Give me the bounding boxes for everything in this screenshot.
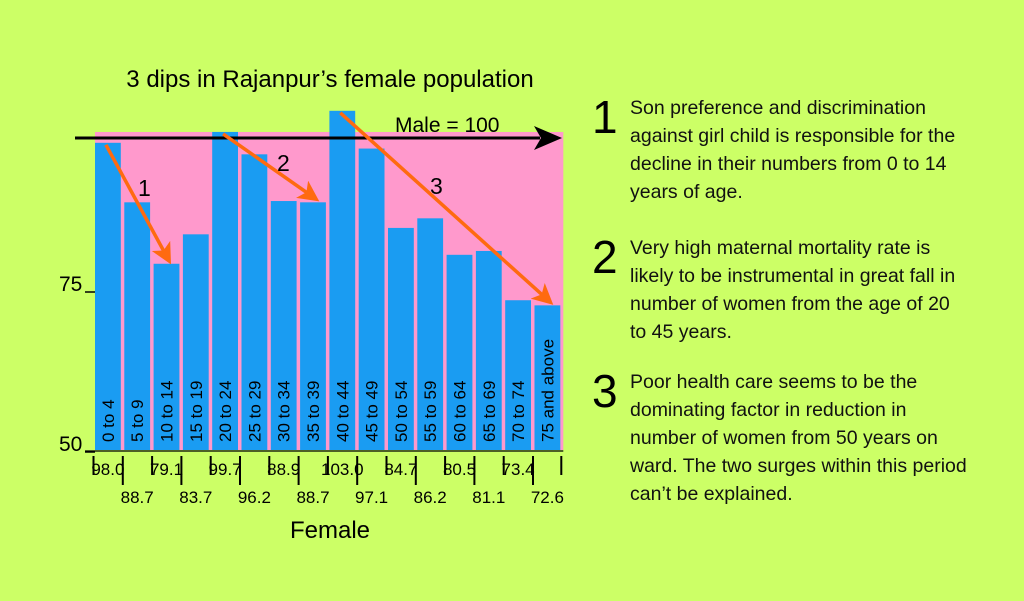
category-label: 60 to 64 bbox=[451, 381, 470, 442]
category-label: 55 to 59 bbox=[421, 381, 440, 442]
dip-arrow-2 bbox=[222, 132, 320, 202]
note-1-number: 1 bbox=[592, 91, 618, 143]
bar-60-to-64 bbox=[446, 254, 473, 450]
category-label: 70 to 74 bbox=[509, 381, 528, 442]
category-label: 75 and above bbox=[538, 339, 557, 442]
value-label: 73.4 bbox=[502, 460, 535, 479]
value-label: 84.7 bbox=[384, 460, 417, 479]
bar-30-to-34 bbox=[270, 201, 297, 450]
value-label: 79.1 bbox=[150, 460, 183, 479]
value-label: 88.7 bbox=[296, 488, 329, 507]
dip-label-3: 3 bbox=[430, 173, 443, 199]
bar-50-to-54 bbox=[388, 227, 414, 450]
bar-45-to-49 bbox=[358, 148, 385, 450]
category-label: 45 to 49 bbox=[363, 381, 382, 442]
note-2-number: 2 bbox=[592, 231, 618, 283]
category-label: 40 to 44 bbox=[333, 381, 352, 442]
bar-55-to-59 bbox=[417, 218, 444, 450]
bar-25-to-29 bbox=[241, 154, 268, 450]
value-label: 96.2 bbox=[238, 488, 271, 507]
dip-label-2: 2 bbox=[277, 150, 290, 176]
value-label: 103.0 bbox=[321, 460, 364, 479]
value-label: 80.5 bbox=[443, 460, 476, 479]
bar-70-to-74 bbox=[505, 300, 531, 450]
note-3-number: 3 bbox=[592, 365, 618, 417]
note-1-text: Son preference and discrimination agains… bbox=[630, 97, 956, 203]
bar-15-to-19 bbox=[182, 234, 209, 450]
category-label: 65 to 69 bbox=[480, 381, 499, 442]
bar-5-to-9 bbox=[124, 202, 151, 450]
category-label: 5 to 9 bbox=[128, 399, 147, 442]
category-label: 15 to 19 bbox=[187, 381, 206, 442]
value-label: 88.9 bbox=[267, 460, 300, 479]
dip-label-1: 1 bbox=[138, 175, 151, 201]
bar-10-to-14 bbox=[153, 263, 180, 450]
y-tick-label: 75 bbox=[59, 273, 82, 296]
bar-20-to-24 bbox=[212, 131, 238, 451]
value-label: 72.6 bbox=[531, 488, 564, 507]
reference-arrowhead bbox=[534, 126, 562, 150]
x-axis-label: Female bbox=[290, 517, 370, 544]
chart-title: 3 dips in Rajanpur’s female population bbox=[126, 66, 534, 93]
value-label: 83.7 bbox=[179, 488, 212, 507]
note-2-text: Very high maternal mortality rate is lik… bbox=[630, 237, 956, 343]
bar-40-to-44 bbox=[329, 110, 356, 451]
category-label: 10 to 14 bbox=[158, 381, 177, 442]
value-label: 97.1 bbox=[355, 488, 388, 507]
dip-arrow-1 bbox=[104, 143, 172, 265]
bar-75-and-above bbox=[534, 305, 561, 450]
value-label: 99.7 bbox=[209, 460, 242, 479]
category-label: 35 to 39 bbox=[304, 381, 323, 442]
bar-65-to-69 bbox=[475, 250, 502, 450]
category-label: 25 to 29 bbox=[245, 381, 264, 442]
value-label: 98.0 bbox=[91, 460, 124, 479]
bar-35-to-39 bbox=[300, 202, 326, 450]
note-3-text: Poor health care seems to be the dominat… bbox=[630, 371, 967, 505]
y-tick-label: 50 bbox=[59, 433, 82, 456]
category-label: 0 to 4 bbox=[99, 399, 118, 442]
value-label: 81.1 bbox=[472, 488, 505, 507]
reference-label: Male = 100 bbox=[395, 114, 500, 137]
dip-arrow-3 bbox=[339, 111, 554, 305]
bar-0-to-4 bbox=[95, 142, 121, 451]
category-label: 50 to 54 bbox=[392, 381, 411, 442]
value-label: 88.7 bbox=[121, 488, 154, 507]
value-label: 86.2 bbox=[414, 488, 447, 507]
category-label: 30 to 34 bbox=[275, 381, 294, 442]
category-label: 20 to 24 bbox=[216, 381, 235, 442]
